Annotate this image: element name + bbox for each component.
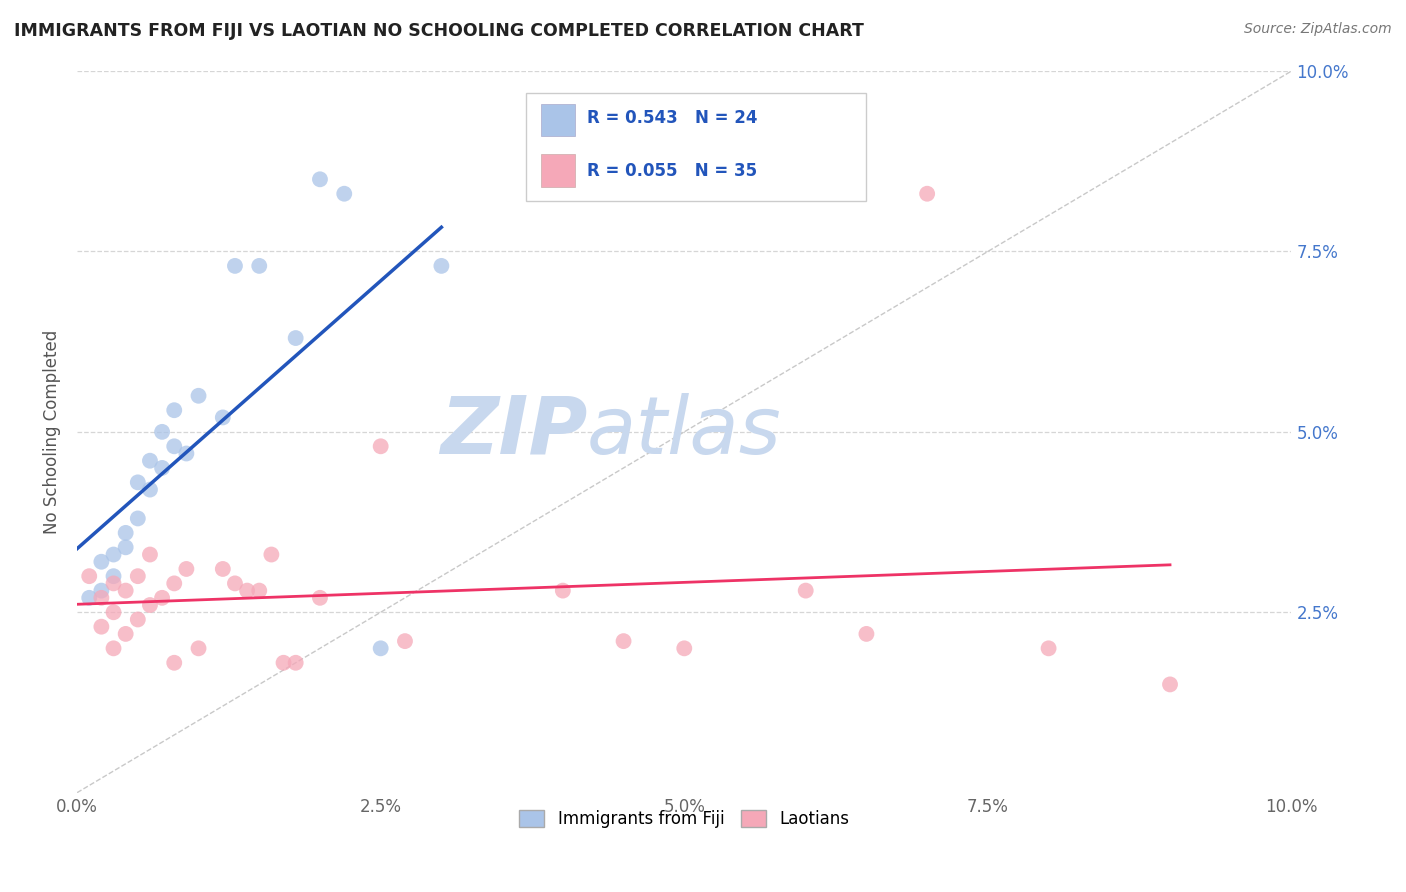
FancyBboxPatch shape [541,103,575,136]
Point [114,627,136,641]
Point [103,641,125,656]
Point [77,569,100,583]
Point [176,562,198,576]
Point [284,656,307,670]
Y-axis label: No Schooling Completed: No Schooling Completed [44,330,60,534]
Point [127,511,149,525]
Point [260,548,283,562]
Point [103,605,125,619]
Point [370,641,392,656]
Text: R = 0.543   N = 24: R = 0.543 N = 24 [588,109,758,127]
Point [90,591,112,605]
Point [187,641,209,656]
Point [284,331,307,345]
Point [915,186,938,201]
Point [127,475,149,490]
Point [394,634,416,648]
Point [103,548,125,562]
Point [211,562,233,576]
Point [103,569,125,583]
Point [114,583,136,598]
Point [370,439,392,453]
Point [333,186,356,201]
Point [211,410,233,425]
Point [309,172,332,186]
Point [1038,641,1060,656]
Text: Source: ZipAtlas.com: Source: ZipAtlas.com [1244,22,1392,37]
Point [90,620,112,634]
Point [309,591,332,605]
FancyBboxPatch shape [526,93,866,201]
Point [273,656,295,670]
Text: IMMIGRANTS FROM FIJI VS LAOTIAN NO SCHOOLING COMPLETED CORRELATION CHART: IMMIGRANTS FROM FIJI VS LAOTIAN NO SCHOO… [14,22,863,40]
Point [139,598,162,612]
Point [1159,677,1181,691]
Text: R = 0.055   N = 35: R = 0.055 N = 35 [588,161,758,179]
Point [224,576,246,591]
Point [163,576,186,591]
Point [430,259,453,273]
Point [163,403,186,417]
Text: atlas: atlas [588,392,782,471]
Point [139,454,162,468]
Point [176,446,198,460]
Point [163,439,186,453]
Legend: Immigrants from Fiji, Laotians: Immigrants from Fiji, Laotians [513,804,856,835]
Point [612,634,634,648]
Point [187,389,209,403]
Point [163,656,186,670]
Text: ZIP: ZIP [440,392,588,471]
Point [139,483,162,497]
Point [114,525,136,540]
Point [551,583,574,598]
Point [114,541,136,555]
FancyBboxPatch shape [541,154,575,186]
Point [127,612,149,626]
Point [247,259,270,273]
Point [855,627,877,641]
Point [139,548,162,562]
Point [150,425,173,439]
Point [236,583,259,598]
Point [224,259,246,273]
Point [90,583,112,598]
Point [247,583,270,598]
Point [127,569,149,583]
Point [150,461,173,475]
Point [673,641,696,656]
Point [794,583,817,598]
Point [77,591,100,605]
Point [150,591,173,605]
Point [90,555,112,569]
Point [103,576,125,591]
